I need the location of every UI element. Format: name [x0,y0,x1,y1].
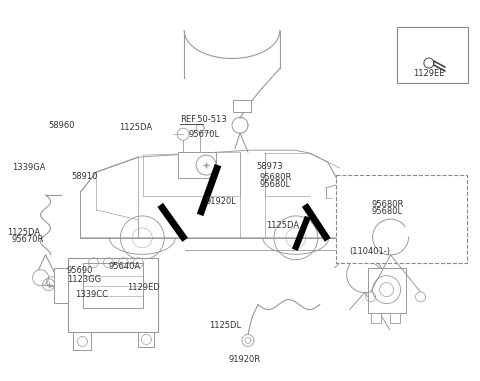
FancyBboxPatch shape [54,268,69,303]
Text: 91920R: 91920R [228,355,260,364]
Text: (110401-): (110401-) [349,247,390,256]
Text: 58960: 58960 [48,122,75,130]
Text: 1125DL: 1125DL [209,321,241,330]
Text: 95690: 95690 [67,266,93,275]
Text: 1123GG: 1123GG [67,275,101,284]
FancyBboxPatch shape [69,258,158,333]
Text: 95670R: 95670R [11,235,44,244]
FancyBboxPatch shape [336,175,468,263]
Text: 95670L: 95670L [189,130,220,139]
FancyBboxPatch shape [178,152,216,178]
Text: 1129ED: 1129ED [128,283,160,292]
FancyBboxPatch shape [233,100,251,112]
FancyBboxPatch shape [371,312,381,323]
Text: 1125DA: 1125DA [7,228,40,237]
FancyBboxPatch shape [84,263,144,307]
Text: 58973: 58973 [257,162,283,171]
Text: 95640A: 95640A [108,262,141,271]
FancyBboxPatch shape [368,268,406,312]
FancyBboxPatch shape [397,27,468,83]
FancyBboxPatch shape [73,333,91,351]
Text: 1339GA: 1339GA [12,163,46,172]
Text: 1125DA: 1125DA [266,221,300,230]
Text: 91920L: 91920L [205,197,237,207]
Text: 95680L: 95680L [372,207,403,216]
FancyBboxPatch shape [390,312,399,323]
Text: 95680R: 95680R [372,200,404,210]
Text: 1125DA: 1125DA [120,123,153,132]
Text: 58910: 58910 [72,172,98,181]
Text: 95680R: 95680R [259,173,291,182]
FancyBboxPatch shape [138,333,154,347]
Text: 1129EE: 1129EE [413,69,445,78]
Text: 95680L: 95680L [259,180,290,189]
Text: REF.50-513: REF.50-513 [180,115,227,123]
Text: 1339CC: 1339CC [75,290,108,299]
